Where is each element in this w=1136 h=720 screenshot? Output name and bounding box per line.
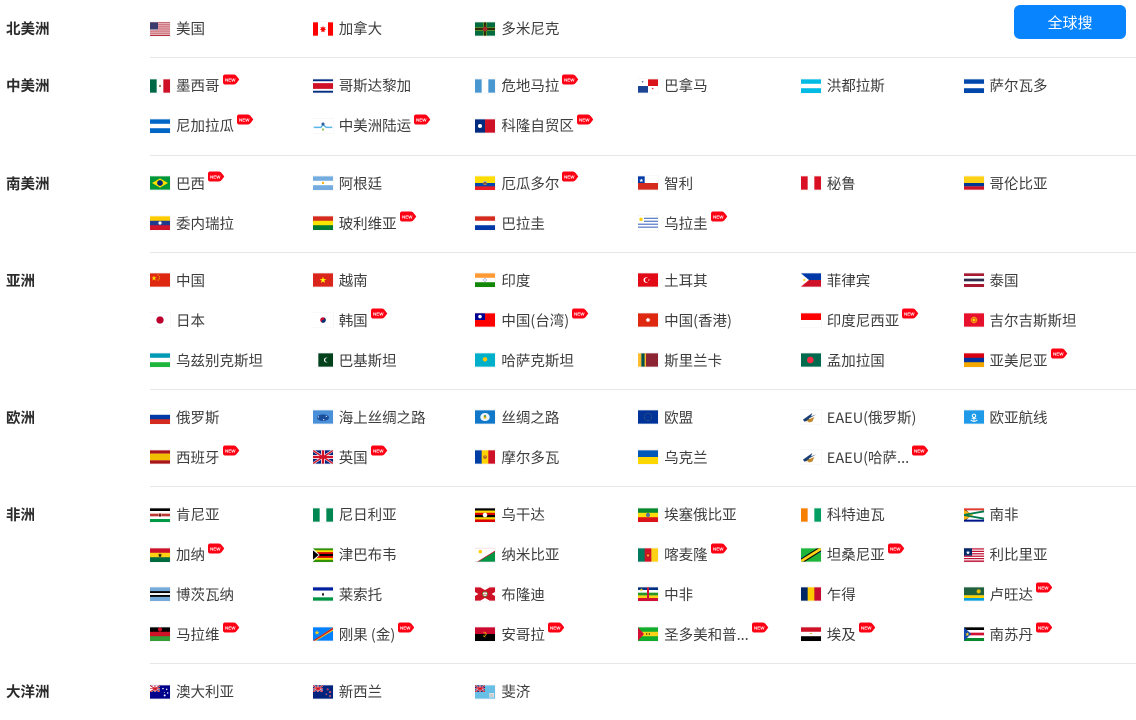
svg-text:NEW: NEW xyxy=(574,312,585,317)
svg-text:NEW: NEW xyxy=(579,117,590,122)
svg-text:NEW: NEW xyxy=(400,626,411,631)
svg-text:NEW: NEW xyxy=(225,626,236,631)
svg-text:NEW: NEW xyxy=(1053,352,1064,357)
svg-text:NEW: NEW xyxy=(890,546,901,551)
svg-text:NEW: NEW xyxy=(904,312,915,317)
svg-text:NEW: NEW xyxy=(914,449,925,454)
svg-text:NEW: NEW xyxy=(225,77,236,82)
svg-text:NEW: NEW xyxy=(210,546,221,551)
svg-text:NEW: NEW xyxy=(402,215,413,220)
svg-text:NEW: NEW xyxy=(373,312,384,317)
svg-text:NEW: NEW xyxy=(550,626,561,631)
svg-text:NEW: NEW xyxy=(713,546,724,551)
svg-text:NEW: NEW xyxy=(754,626,765,631)
svg-text:NEW: NEW xyxy=(373,449,384,454)
svg-text:NEW: NEW xyxy=(225,449,236,454)
svg-text:NEW: NEW xyxy=(416,117,427,122)
svg-text:NEW: NEW xyxy=(1038,626,1049,631)
svg-text:NEW: NEW xyxy=(861,626,872,631)
svg-text:NEW: NEW xyxy=(1038,586,1049,591)
svg-text:NEW: NEW xyxy=(564,77,575,82)
svg-text:NEW: NEW xyxy=(239,117,250,122)
svg-text:NEW: NEW xyxy=(564,175,575,180)
svg-text:NEW: NEW xyxy=(210,175,221,180)
svg-text:NEW: NEW xyxy=(713,215,724,220)
